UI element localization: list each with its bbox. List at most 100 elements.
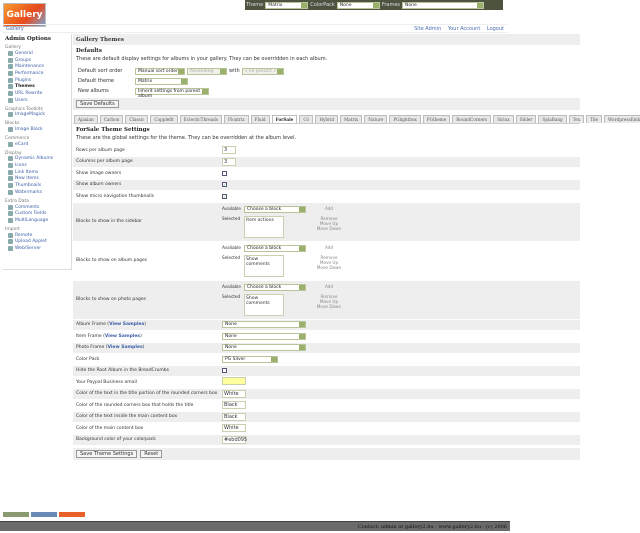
add-block-button[interactable]: Add	[324, 283, 334, 289]
sidebar-item-multilanguage[interactable]: MultiLanguage	[5, 217, 69, 224]
move-down-button[interactable]: Move Down	[316, 264, 342, 270]
content-text-color-input[interactable]: Black	[222, 412, 246, 421]
image-owners-checkbox[interactable]	[222, 170, 227, 176]
tab-copplefit[interactable]: Copplefit	[150, 115, 178, 123]
sidebar-item-themes[interactable]: Themes	[5, 83, 69, 90]
selected-block-item[interactable]: Show comments	[246, 256, 270, 267]
tab-siriux[interactable]: Siriux	[493, 115, 514, 123]
rows-input[interactable]: 3	[222, 146, 236, 155]
sidebar-item-general[interactable]: General	[5, 50, 69, 57]
sidebar-item-url-rewrite[interactable]: URL Rewrite	[5, 90, 69, 97]
sidebar-item-link-items[interactable]: Link Items	[5, 169, 69, 176]
tab-splabang[interactable]: SplaBang	[538, 115, 567, 123]
remove-block-button[interactable]: Remove	[320, 215, 338, 221]
selected-block-item[interactable]: Item actions	[246, 217, 274, 223]
frames-select[interactable]: None	[402, 1, 484, 9]
tab-roundcorners[interactable]: RoundCorners	[452, 115, 492, 123]
add-block-button[interactable]: Add	[324, 205, 334, 211]
paypal-input[interactable]	[222, 377, 246, 386]
tab-nature[interactable]: Nature	[364, 115, 388, 123]
view-samples-link[interactable]: View Samples	[109, 322, 145, 328]
theme-select[interactable]: Matrix	[265, 1, 309, 9]
sidebar-item-thumbnails[interactable]: Thumbnails	[5, 182, 69, 189]
sidebar-item-maintenance[interactable]: Maintenance	[5, 63, 69, 70]
tab-carbon[interactable]: Carbon	[99, 115, 124, 123]
add-block-button[interactable]: Add	[324, 244, 334, 250]
tab-floatrix[interactable]: Floatrix	[223, 115, 249, 123]
css-badge[interactable]	[31, 512, 57, 517]
breadcrumb-gallery[interactable]: Gallery	[6, 25, 24, 32]
tab-ajaxian[interactable]: Ajaxian	[74, 115, 98, 123]
sidebar-item-web-server[interactable]: Web/Server	[5, 245, 69, 252]
sidebar-item-groups[interactable]: Groups	[5, 57, 69, 64]
album-owners-checkbox[interactable]: ✓	[222, 182, 227, 188]
selected-blocks-list[interactable]: Show comments	[244, 254, 284, 277]
xhtml-badge[interactable]	[3, 512, 29, 517]
title-box-color-input[interactable]: Black	[222, 401, 246, 410]
sidebar-item-performance[interactable]: Performance	[5, 70, 69, 77]
reset-button[interactable]: Reset	[140, 450, 163, 458]
default-theme-select[interactable]: Matrix	[135, 77, 188, 85]
columns-input[interactable]: 3	[222, 157, 236, 166]
gallery-logo[interactable]: Gallery	[3, 3, 46, 27]
tab-g1[interactable]: G1	[299, 115, 314, 123]
sidebar-item-image-block[interactable]: Image Block	[5, 126, 69, 133]
sidebar-item-imagemagick[interactable]: ImageMagick	[5, 112, 69, 119]
available-block-select[interactable]: Choose a block	[244, 244, 306, 252]
save-theme-settings-button[interactable]: Save Theme Settings	[76, 450, 138, 458]
hide-root-checkbox[interactable]	[222, 368, 227, 374]
tab-tex[interactable]: Tex	[568, 115, 585, 123]
available-block-select[interactable]: Choose a block	[244, 205, 306, 213]
sidebar-item-upload-applet[interactable]: Upload Applet	[5, 238, 69, 245]
colorpack-select[interactable]: None	[336, 1, 380, 9]
micro-nav-checkbox[interactable]: ✓	[222, 193, 227, 199]
your-account-link[interactable]: Your Account	[447, 25, 481, 32]
move-up-button[interactable]: Move Up	[319, 259, 339, 265]
view-samples-link[interactable]: View Samples	[104, 333, 141, 339]
sidebar-item-plugins[interactable]: Plugins	[5, 77, 69, 84]
color-pack-select[interactable]: PG Silver	[222, 355, 278, 363]
selected-blocks-list[interactable]: Show comments	[244, 293, 284, 316]
sidebar-item-custom-fields[interactable]: Custom Fields	[5, 210, 69, 217]
logout-link[interactable]: Logout	[486, 25, 504, 32]
photo-frame-select[interactable]: None	[222, 344, 306, 352]
sidebar-item-icons[interactable]: Icons	[5, 162, 69, 169]
tab-eclecticthreads[interactable]: EclecticThreads	[179, 115, 222, 123]
tab-hybrid[interactable]: Hybrid	[315, 115, 339, 123]
sidebar-item-ecard[interactable]: eCard	[5, 141, 69, 148]
tab-tile[interactable]: Tile	[586, 115, 603, 123]
selected-block-item[interactable]: Show comments	[246, 295, 270, 306]
move-up-button[interactable]: Move Up	[319, 298, 339, 304]
new-albums-select[interactable]: Inherit settings from parent album	[135, 87, 209, 99]
tab-pglightbox[interactable]: PGlightbox	[389, 115, 421, 123]
rss-badge[interactable]	[59, 512, 85, 517]
move-down-button[interactable]: Move Down	[316, 303, 342, 309]
view-samples-link[interactable]: View Samples	[107, 345, 143, 351]
save-defaults-button[interactable]: Save Defaults	[76, 100, 119, 108]
tab-classic[interactable]: Classic	[125, 115, 149, 123]
title-text-color-input[interactable]: White	[222, 389, 246, 398]
selected-blocks-list[interactable]: Item actions	[244, 215, 284, 238]
available-block-select[interactable]: Choose a block	[244, 283, 306, 291]
remove-block-button[interactable]: Remove	[320, 254, 338, 260]
sort-order-select[interactable]: Manual sort order	[135, 67, 185, 75]
tab-matrix[interactable]: Matrix	[340, 115, 363, 123]
sidebar-item-new-items[interactable]: New Items	[5, 176, 69, 183]
sidebar-item-users[interactable]: Users	[5, 97, 69, 104]
tab-wordpressembedded[interactable]: WordpressEmbedded	[604, 115, 640, 123]
move-up-button[interactable]: Move Up	[319, 220, 339, 226]
remove-block-button[interactable]: Remove	[320, 293, 338, 299]
item-frame-select[interactable]: None	[222, 332, 306, 340]
tab-pgtheme[interactable]: PGtheme	[422, 115, 451, 123]
content-box-color-input[interactable]: White	[222, 424, 246, 433]
sidebar-item-comments[interactable]: Comments	[5, 204, 69, 211]
sidebar-item-dynamic-albums[interactable]: Dynamic Albums	[5, 156, 69, 163]
sidebar-item-watermarks[interactable]: Watermarks	[5, 189, 69, 196]
album-frame-select[interactable]: None	[222, 321, 306, 329]
move-down-button[interactable]: Move Down	[316, 225, 342, 231]
site-admin-link[interactable]: Site Admin	[414, 25, 442, 32]
tab-fluid[interactable]: Fluid	[250, 115, 270, 123]
sidebar-item-remote[interactable]: Remote	[5, 232, 69, 239]
background-color-input[interactable]: #ebd095	[222, 435, 248, 444]
tab-slider[interactable]: Slider	[515, 115, 537, 123]
